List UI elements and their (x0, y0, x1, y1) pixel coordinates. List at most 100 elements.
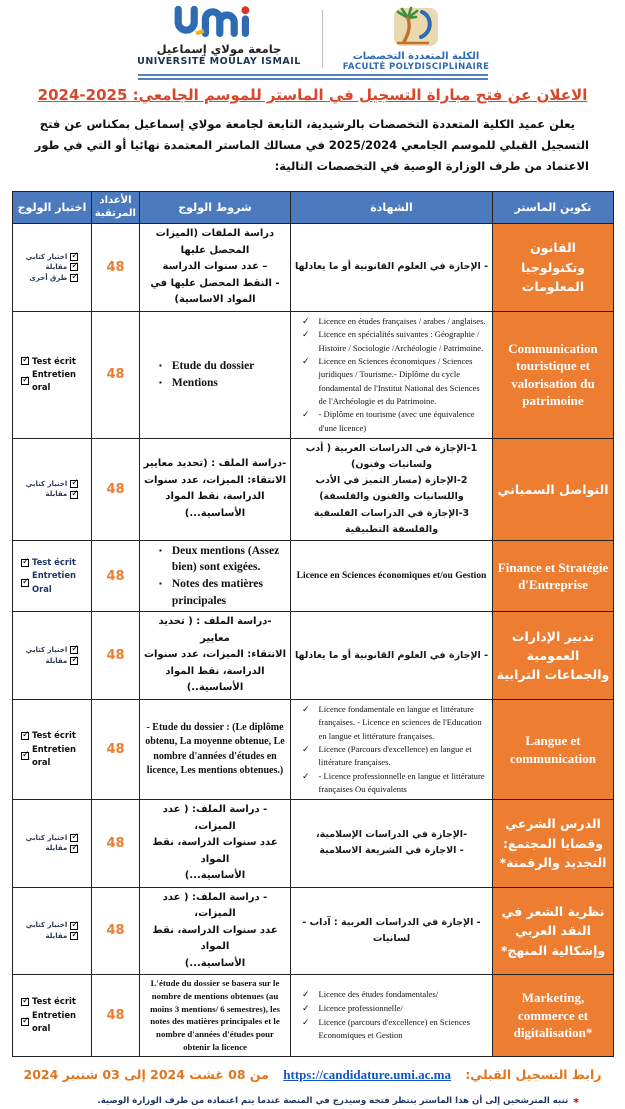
diploma-cell: ✓ Licence fondamentale en langue et litté… (290, 698, 493, 801)
diploma-cell: - الإجازة في العلوم القانونية أو ما يعاد… (290, 611, 493, 700)
test-option-label: مقابلة (45, 656, 68, 665)
diploma-lines: -الإجازة في الدراسات الإسلامية، - الاجازة… (294, 827, 489, 859)
checkbox-checked-icon (70, 261, 79, 272)
checkbox-checked-icon (21, 375, 30, 386)
conditions-line: - النقط المحصل عليها في المواد الاساسية) (150, 277, 280, 306)
diploma-line: - الإجازة في العلوم القانونية أو ما يعاد… (294, 649, 489, 661)
diploma-check-item: ✓ - Diplôme en tourisme (avec une équival… (302, 408, 487, 435)
diploma-check-item: ✓ Licence fondamentale en langue et litté… (302, 703, 487, 743)
diploma-cell: - الإجازة في الدراسات العربية : آداب - ل… (290, 886, 493, 976)
conditions-bullet-list: ▪ Etude du dossier ▪ Mentions (143, 358, 287, 391)
conditions-line: L'étude du dossier se basera sur le nomb… (150, 978, 280, 1052)
master-title-cell: Marketing, commerce et digitalisation* (492, 974, 614, 1057)
bullet-icon: ▪ (159, 377, 162, 387)
diploma-check-item: ✓ Licence professionnelle/ (302, 1002, 487, 1016)
diploma-line: -الإجازة في الدراسات الإسلامية، (315, 829, 468, 841)
checkmark-icon: ✓ (302, 1017, 310, 1028)
tests-cell: Test écrit Entretien oral (12, 698, 92, 801)
tests-cell: اختبار كتابي مقابلة (12, 437, 92, 541)
table-row: Communication touristique et valorisatio… (12, 310, 614, 439)
diploma-lines: - الإجازة في العلوم القانونية أو ما يعاد… (294, 259, 489, 275)
diploma-check-text: Licence fondamentale en langue et littér… (318, 703, 482, 741)
diploma-check-item: ✓ Licence des études fondamentales/ (302, 988, 487, 1002)
test-option: مقابلة (26, 489, 79, 500)
diploma-check-list: ✓ Licence fondamentale en langue et litté… (294, 702, 489, 797)
seats-cell: 48 (91, 698, 140, 801)
registration-link[interactable]: https://candidature.umi.ac.ma (283, 1066, 451, 1082)
test-option: اختبار كتابي (26, 644, 79, 656)
diploma-check-item: ✓ - Licence professionnelle en langue et … (302, 770, 487, 797)
table-row: Langue et communication ✓ Licence fondamen… (12, 698, 614, 801)
diploma-lines: 1-الإجازة في الدراسات العربية ( أدب ولسا… (294, 441, 489, 538)
seats-cell: 48 (91, 539, 140, 613)
checkbox-checked-icon (70, 832, 79, 843)
bullet-icon: ▪ (159, 545, 162, 555)
diploma-check-list: ✓ Licence en études françaises / arabes /… (294, 314, 489, 436)
checkbox-checked-icon (21, 577, 30, 587)
checkmark-icon: ✓ (302, 409, 310, 420)
test-option: Test écrit (21, 729, 88, 742)
test-option-label: اختبار كتابي (25, 479, 68, 488)
conditions-line: الانتقاء: الميزات، عدد سنوات (143, 649, 287, 661)
faculty-logo-block: الكلية المتعددة التخصصات FACULTÉ POLYDIS… (341, 6, 491, 72)
test-option: Entretien Oral (21, 569, 88, 596)
col-header-conditions: شروط الولوج (139, 191, 291, 224)
master-title-cell: Finance et Stratégie d'Entreprise (492, 539, 614, 613)
tests-cell: Test écrit Entretien Oral (12, 539, 92, 613)
intro-text: يعلن عميد الكلية المتعددة التخصصات بالرش… (34, 117, 589, 173)
checkbox-checked-icon (70, 644, 79, 655)
seats-cell: 48 (91, 974, 140, 1057)
footnote-star: * (573, 1095, 579, 1109)
diploma-check-item: ✓ Licence (Parcours d'excellence) en lang… (302, 743, 487, 770)
diploma-check-text: Licence des études fondamentales/ (318, 989, 439, 1000)
test-option-label: Entretien oral (32, 743, 77, 768)
conditions-bullet-item: ▪ Notes des matières principales (159, 576, 287, 609)
diploma-check-item: ✓ Licence en études françaises / arabes /… (302, 315, 487, 329)
checkbox-checked-icon (70, 489, 79, 499)
master-title-cell: التواصل السمياني (492, 437, 614, 541)
tests-list: اختبار كتابيمقابلة (26, 920, 79, 941)
test-option: اختبار كتابي (26, 251, 79, 263)
page-title: الاعلان عن فتح مباراة التسجيل في الماستر… (37, 86, 588, 104)
test-option-label: Entretien oral (32, 369, 77, 393)
col-header-diploma: الشهادة (290, 191, 493, 224)
registration-dates: من 08 غشت 2024 إلى 03 شتنبر 2024 (23, 1066, 269, 1082)
logo-separator (322, 10, 323, 68)
diploma-check-item: ✓ Licence en spécialités suivantes : Géog… (302, 328, 487, 355)
conditions-line: - دراسة الملف: ( عدد الميزات، (162, 891, 268, 920)
col-header-master: تكوين الماستر (492, 191, 614, 224)
conditions-line: -دراسة الملف : (تحديد معايير (143, 458, 287, 470)
test-option: Entretien oral (21, 368, 88, 395)
tests-list: اختبار كتابي مقابلة طرق أخرى (26, 251, 79, 284)
conditions-bullet-text: Etude du dossier (171, 360, 255, 373)
test-option-label: Test écrit (32, 355, 76, 366)
conditions-line: الأساسية...) (184, 870, 246, 882)
diploma-check-text: - Diplôme en tourisme (avec une équivale… (318, 409, 475, 433)
tests-list: اختبار كتابيمقابلة (26, 832, 79, 854)
diploma-check-item: ✓ Licence (parcours d'excellence) en Scie… (302, 1016, 487, 1043)
checkbox-checked-icon (21, 1016, 30, 1027)
checkbox-checked-icon (70, 843, 79, 853)
diploma-check-text: Licence en spécialités suivantes : Géogr… (318, 329, 484, 353)
faculty-palm-logo-icon (394, 6, 438, 46)
test-option: Entretien oral (21, 743, 88, 770)
conditions-cell: - دراسة الملف: ( عدد الميزات، عدد سنوات ا… (139, 886, 291, 976)
diploma-line: 3-الإجازة في الدراسات الفلسفية والفلسفة … (313, 507, 470, 535)
checkmark-icon: ✓ (302, 770, 310, 781)
test-option: اختبار كتابي (26, 832, 79, 844)
table-row: نظرية الشعر في النقد العربي وإشكالية الم… (12, 886, 614, 976)
conditions-cell: - دراسة الملف: ( عدد الميزات، عدد سنوات ا… (139, 799, 291, 888)
checkbox-checked-icon (21, 730, 30, 741)
conditions-bullet-item: ▪ Etude du dossier (159, 358, 287, 375)
conditions-lines: - دراسة الملف: ( عدد الميزات، عدد سنوات ا… (143, 890, 287, 973)
test-option: Test écrit (21, 355, 88, 368)
conditions-bullet-item: ▪ Mentions (159, 375, 287, 392)
test-option-label: مقابلة (45, 263, 68, 271)
diploma-cell: ✓ Licence en études françaises / arabes /… (290, 310, 493, 439)
master-title-cell: Communication touristique et valorisatio… (492, 310, 614, 439)
tests-list: اختبار كتابيمقابلة (26, 644, 79, 666)
master-title-cell: تدبير الإدارات العمومية والجماعات التراب… (492, 611, 614, 700)
test-option: مقابلة (26, 261, 79, 273)
diploma-lines: - الإجازة في الدراسات العربية : آداب - ل… (294, 915, 489, 947)
intro-paragraph: يعلن عميد الكلية المتعددة التخصصات بالرش… (32, 114, 589, 177)
